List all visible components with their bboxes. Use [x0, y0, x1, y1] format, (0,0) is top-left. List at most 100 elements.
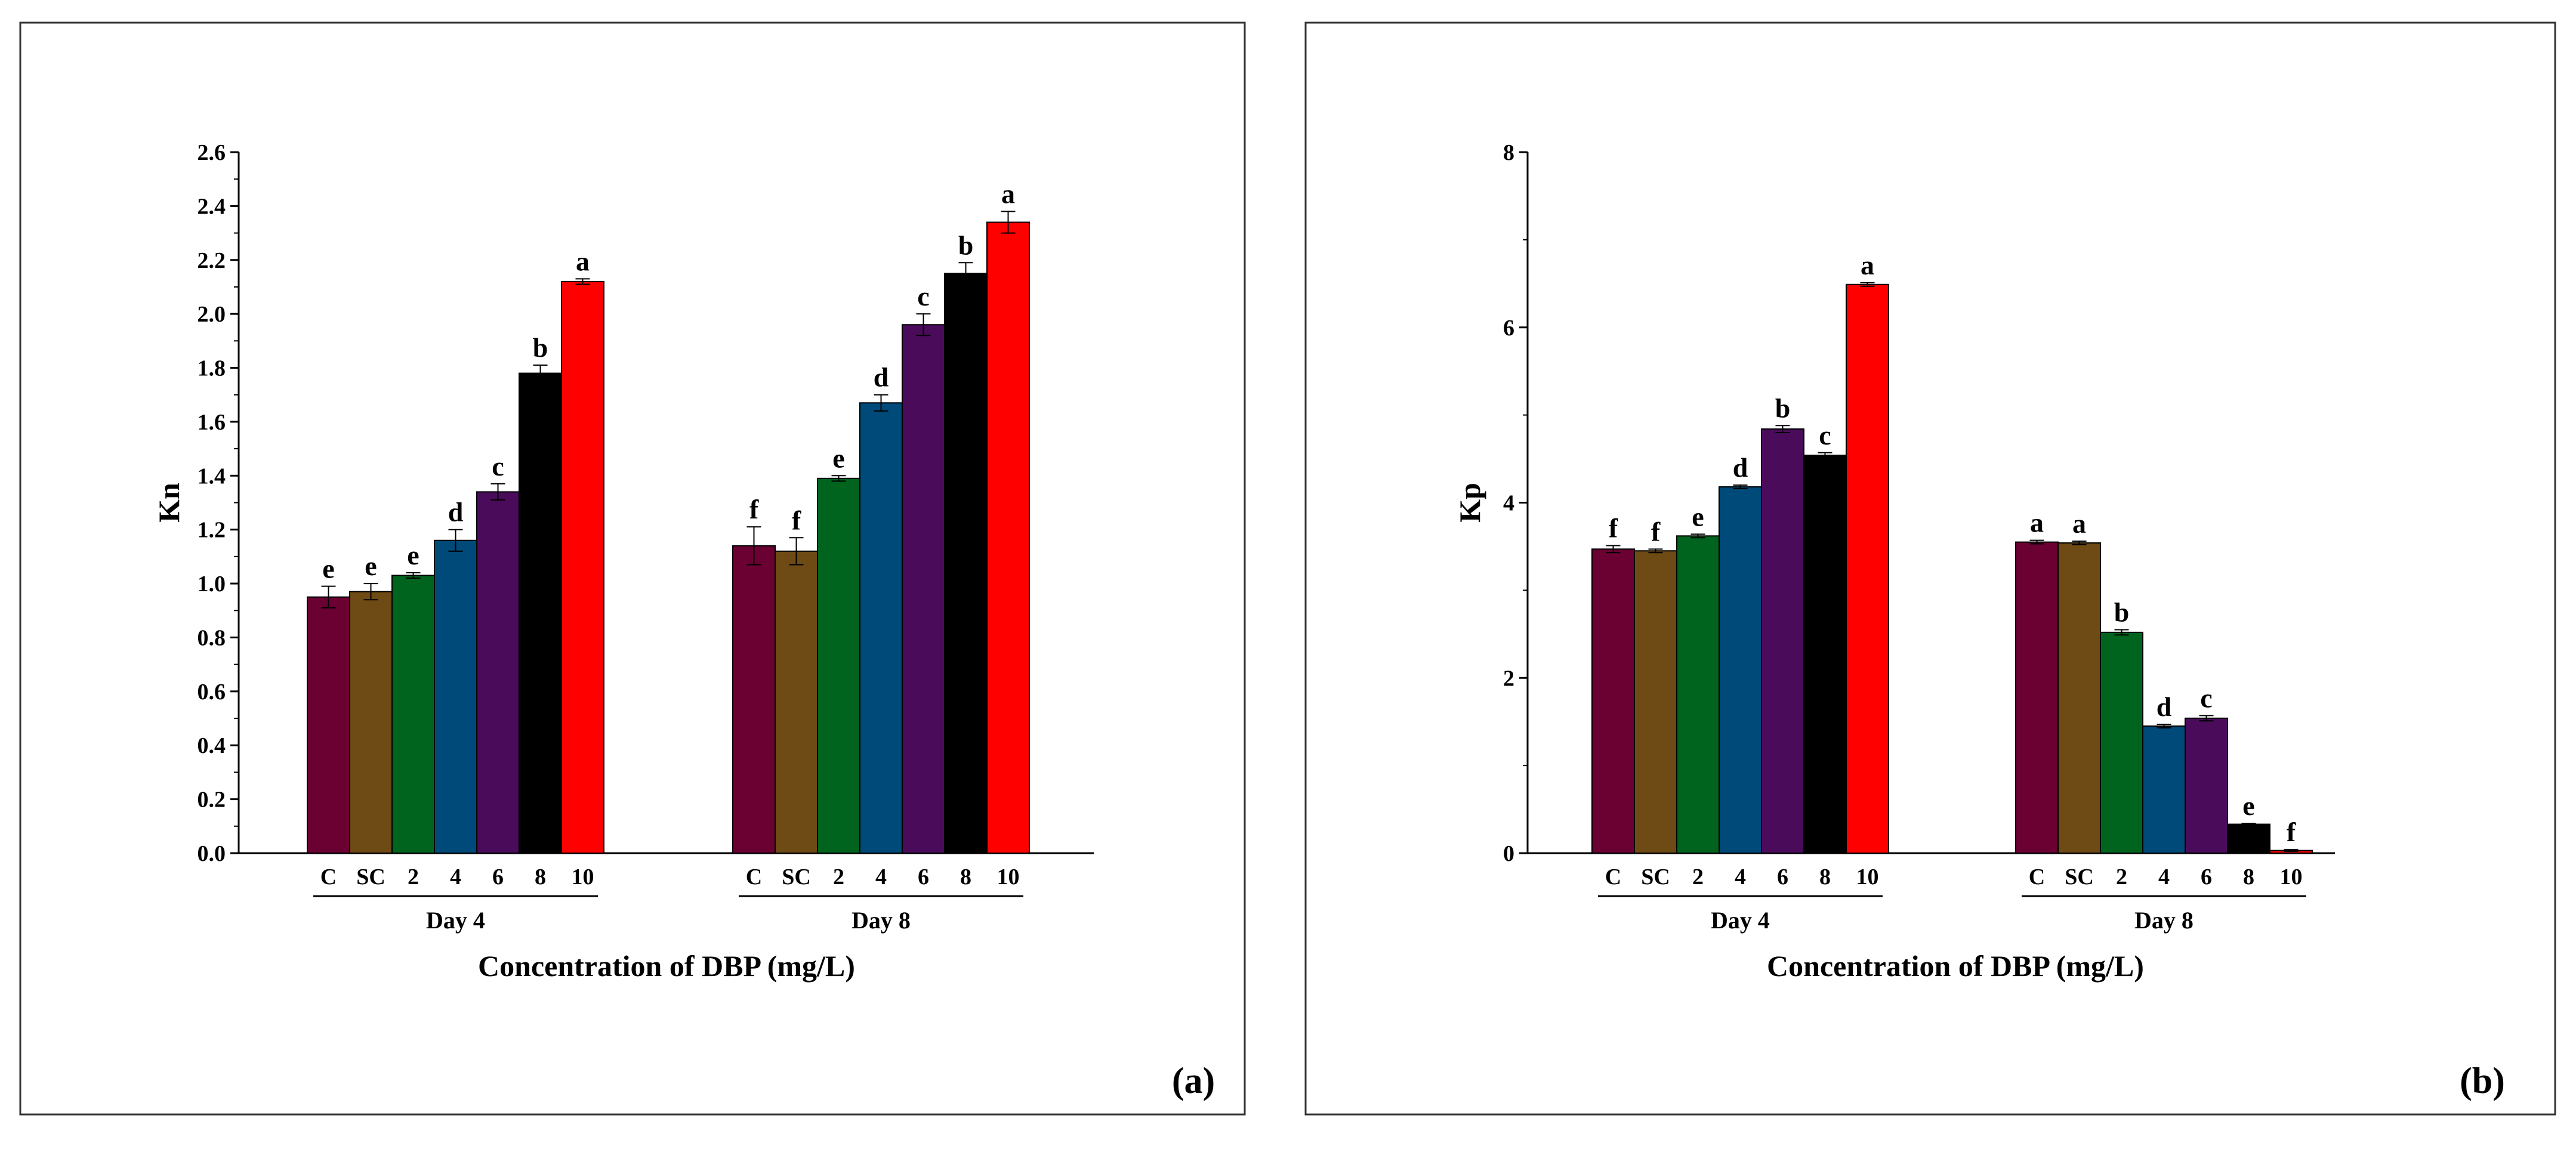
y-tick-label: 1.0 — [198, 572, 226, 597]
category-label: 4 — [875, 864, 887, 890]
bar-day8-8 — [944, 273, 988, 854]
bar-day8-2 — [817, 477, 860, 854]
bar-day4-8 — [519, 372, 562, 854]
category-label: 8 — [1819, 864, 1831, 890]
significance-letter: c — [2200, 683, 2212, 713]
category-label: 6 — [2201, 864, 2212, 890]
category-label: 2 — [1692, 864, 1704, 890]
group-label: Day 4 — [1711, 907, 1770, 934]
category-label: 10 — [572, 864, 594, 890]
significance-letter: a — [2030, 508, 2044, 538]
bar-day8-6 — [902, 324, 945, 854]
y-tick-label: 0.4 — [198, 733, 226, 758]
significance-letter: e — [322, 554, 334, 584]
significance-letter: f — [792, 505, 801, 535]
category-label: SC — [2065, 864, 2094, 890]
significance-letter: d — [2157, 691, 2172, 722]
panel-tag: (b) — [2460, 1061, 2505, 1101]
category-label: 2 — [833, 864, 844, 890]
x-axis-title: Concentration of DBP (mg/L) — [478, 949, 855, 983]
significance-letter: c — [917, 281, 929, 311]
y-tick-label: 2 — [1503, 666, 1514, 691]
group-label: Day 4 — [426, 907, 485, 934]
group-label: Day 8 — [852, 907, 911, 934]
category-label: 4 — [450, 864, 461, 890]
significance-letter: f — [1609, 512, 1618, 543]
category-label: C — [1605, 864, 1621, 890]
category-label: 10 — [2280, 864, 2303, 890]
chart-panel-b: 0 2 4 6 8 Kp f Cf SC e 2 d 4 b 6 c 8 a 10 Day 4 a Ca SC b 2 d 4 c 6 e… — [1304, 21, 2556, 1116]
y-tick-label: 4 — [1503, 491, 1514, 516]
bar-day4-4 — [434, 539, 477, 854]
chart-panel-a: 0.0 0.2 0.4 0.6 0.8 1.0 1.2 1.4 1.6 1.8 2.0 2.2 2.4 2… — [19, 21, 1246, 1116]
y-tick-label: 1.8 — [198, 356, 226, 381]
significance-letter: d — [874, 362, 889, 393]
bar-day8-sc — [2057, 542, 2101, 854]
y-axis-title: Kn — [152, 483, 186, 523]
category-label: C — [320, 864, 337, 890]
y-tick-label: 8 — [1503, 140, 1514, 165]
category-label: 6 — [1777, 864, 1788, 890]
category-label: 2 — [408, 864, 419, 890]
significance-letter: b — [958, 230, 974, 260]
bar-day8-6 — [2185, 717, 2228, 854]
bar-day8-4 — [859, 402, 903, 854]
bar-day8-10 — [986, 221, 1030, 854]
category-label: 8 — [2243, 864, 2254, 890]
significance-letter: a — [1861, 250, 1874, 280]
bar-day8-4 — [2142, 725, 2186, 854]
bar-day4-sc — [349, 591, 393, 854]
bar-day8-2 — [2100, 631, 2143, 854]
significance-letter: e — [365, 551, 377, 581]
category-label: 2 — [2116, 864, 2127, 890]
panel-frame — [19, 21, 1246, 1116]
y-tick-label: 2.6 — [198, 140, 226, 165]
y-tick-label: 2.0 — [198, 302, 226, 327]
y-tick-label: 1.6 — [198, 410, 226, 435]
significance-letter: b — [1775, 393, 1791, 423]
bar-day4-6 — [1761, 428, 1804, 854]
bar-day8-sc — [775, 550, 818, 854]
significance-letter: f — [749, 494, 759, 524]
significance-letter: a — [1001, 178, 1015, 209]
bar-day4-10 — [561, 280, 604, 854]
y-tick-label: 0.8 — [198, 625, 226, 650]
bar-day4-c — [307, 596, 350, 854]
significance-letter: f — [1651, 516, 1661, 546]
bar-day4-2 — [1676, 535, 1720, 854]
bar-day4-c — [1591, 548, 1635, 854]
y-tick-label: 0.2 — [198, 788, 226, 813]
significance-letter: c — [492, 451, 504, 481]
y-tick-label: 0 — [1503, 841, 1514, 866]
bar-day4-2 — [391, 575, 435, 854]
group-label: Day 8 — [2134, 907, 2194, 934]
category-label: 4 — [1735, 864, 1746, 890]
category-label: 4 — [2158, 864, 2170, 890]
significance-letter: d — [448, 497, 464, 527]
y-tick-label: 0.0 — [198, 841, 226, 866]
category-label: SC — [356, 864, 385, 890]
bar-day4-sc — [1634, 550, 1677, 854]
bar-day8-c — [2015, 541, 2059, 854]
bar-day4-6 — [476, 491, 520, 854]
category-label: 6 — [492, 864, 504, 890]
y-tick-label: 0.6 — [198, 680, 226, 705]
category-label: SC — [782, 864, 811, 890]
y-tick-label: 1.4 — [198, 464, 226, 489]
bar-day4-4 — [1719, 486, 1762, 854]
bar-day8-c — [732, 545, 776, 854]
significance-letter: b — [533, 332, 548, 363]
y-tick-label: 2.2 — [198, 248, 226, 273]
x-axis-title: Concentration of DBP (mg/L) — [1767, 949, 2144, 983]
y-tick-label: 6 — [1503, 316, 1514, 341]
significance-letter: c — [1819, 420, 1831, 450]
category-label: 8 — [960, 864, 971, 890]
y-tick-label: 2.4 — [198, 194, 226, 219]
panel-tag: (a) — [1172, 1061, 1215, 1101]
significance-letter: b — [2114, 597, 2130, 627]
significance-letter: a — [2072, 508, 2086, 539]
category-label: 10 — [1856, 864, 1879, 890]
significance-letter: d — [1733, 452, 1748, 483]
significance-letter: e — [832, 443, 844, 473]
